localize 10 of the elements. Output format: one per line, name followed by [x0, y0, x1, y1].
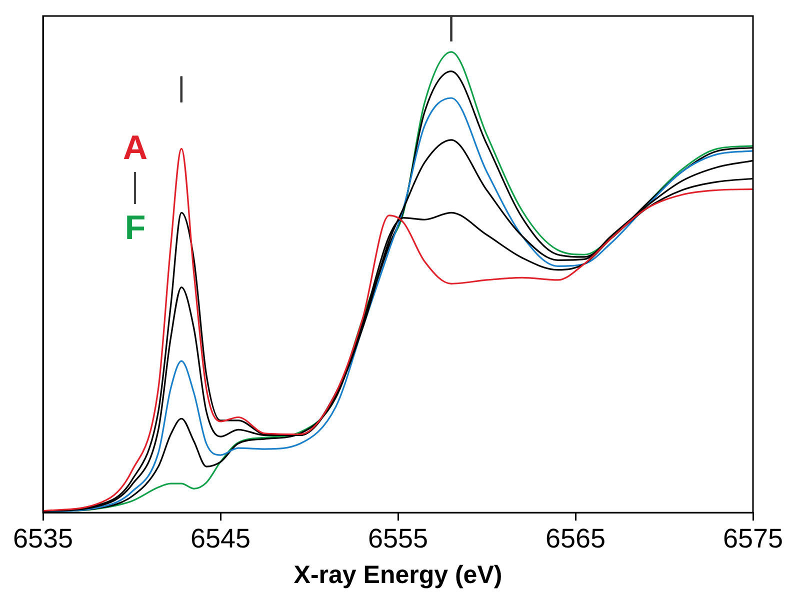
x-tick-label: 6575	[722, 523, 784, 554]
annotation: |	[178, 71, 186, 102]
x-axis-title: X-ray Energy (eV)	[294, 560, 502, 589]
series-label: A	[123, 129, 148, 167]
x-tick-label: 6555	[368, 523, 428, 554]
text: F	[124, 209, 146, 247]
x-tick-label: 6535	[12, 523, 74, 554]
text: |	[448, 10, 455, 42]
x-tick-label: 6545	[190, 523, 251, 554]
x-tick-label: 6565	[545, 523, 606, 554]
